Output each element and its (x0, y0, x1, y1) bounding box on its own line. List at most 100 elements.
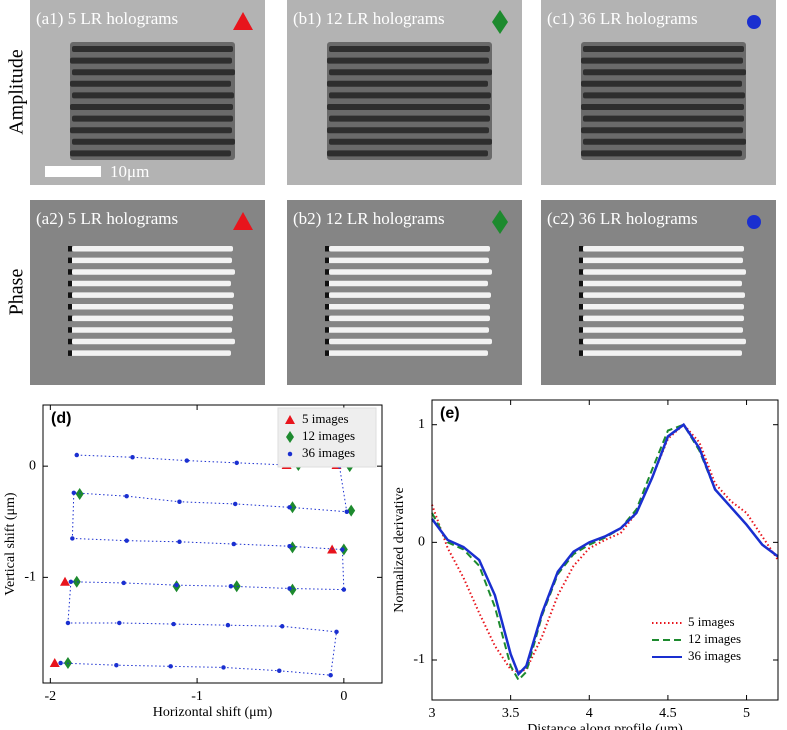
data-point (232, 580, 241, 593)
data-point (334, 629, 339, 635)
data-point (60, 576, 71, 586)
y-axis-label: Vertical shift (μm) (3, 492, 18, 595)
chart-title: (e) (440, 405, 460, 422)
data-point (177, 499, 182, 504)
x-axis-label: Horizontal shift (μm) (153, 705, 273, 720)
series-line (60, 454, 348, 676)
panel-marker (233, 12, 253, 30)
data-point (70, 536, 75, 541)
grating-bar (72, 315, 233, 322)
grating-bar (327, 80, 488, 87)
grating-edge (579, 338, 583, 345)
data-point (279, 624, 285, 629)
row-label: Phase (6, 269, 28, 316)
grating-edge (325, 257, 329, 264)
grating-edge (579, 246, 583, 252)
x-tick-label: 4 (586, 706, 593, 721)
grating-edge (579, 257, 583, 264)
scale-bar-label: 10μm (110, 162, 149, 181)
grating-edge (325, 350, 329, 356)
data-point (124, 538, 129, 543)
legend-label: 5 images (688, 614, 735, 629)
grating-bar (72, 246, 233, 252)
grating-edge (68, 257, 72, 264)
x-tick-label: 0 (340, 689, 347, 704)
grating-bar (581, 304, 744, 310)
grating-bar (583, 315, 744, 322)
grating-bar (70, 57, 232, 64)
plot-frame (42, 404, 383, 684)
grating-bar (70, 104, 233, 110)
panel-label: (b2) 12 LR holograms (293, 209, 445, 228)
grating-edge (325, 315, 329, 322)
grating-bar (583, 92, 745, 99)
grating-edge (325, 246, 329, 252)
grating-bar (583, 269, 746, 275)
data-point (228, 584, 234, 589)
data-point (74, 452, 79, 458)
data-point (233, 501, 238, 507)
grating-edge (68, 292, 72, 298)
data-point (114, 662, 119, 668)
grating-bar (70, 327, 232, 333)
series-line (430, 422, 779, 677)
grating-bar (70, 127, 232, 134)
legend-swatch (285, 415, 295, 424)
grating-edge (579, 280, 583, 287)
grating-edge (325, 304, 329, 310)
data-point (287, 543, 292, 549)
grating-bar (327, 304, 490, 310)
data-point (168, 664, 173, 669)
grating-bar (581, 104, 744, 110)
panel-label: (a2) 5 LR holograms (36, 209, 178, 228)
panel-label: (a1) 5 LR holograms (36, 9, 178, 28)
data-point (184, 458, 190, 463)
row-label: Amplitude (6, 49, 28, 135)
legend-label: 5 images (302, 411, 349, 426)
grating-edge (325, 292, 329, 298)
data-point (72, 575, 81, 588)
grating-bar (581, 127, 743, 134)
x-tick-label: 3 (429, 706, 436, 721)
grating-bar (329, 315, 490, 322)
data-point (231, 541, 237, 547)
grating-bar (329, 269, 492, 275)
grating-bar (329, 246, 490, 252)
y-tick-label: -1 (413, 652, 425, 667)
data-point (344, 509, 350, 514)
data-point (287, 586, 292, 591)
data-point (234, 460, 239, 466)
data-point (328, 672, 333, 678)
grating-bar (581, 280, 742, 287)
panel-marker (492, 210, 508, 234)
grating-bar (72, 69, 235, 76)
grating-bar (581, 350, 742, 356)
grating-bar (581, 150, 742, 157)
grating-bar (72, 292, 234, 298)
series-line (431, 423, 779, 682)
grating-bar (72, 92, 234, 99)
grating-bar (327, 57, 489, 64)
grating-edge (68, 280, 72, 287)
plot-frame (431, 399, 779, 701)
grating-bar (327, 127, 489, 134)
grating-edge (325, 269, 329, 275)
x-tick-label: 3.5 (502, 706, 520, 721)
grating-bar (70, 304, 233, 310)
x-axis-label: Distance along profile (μm) (527, 722, 683, 730)
grating-bar (72, 138, 235, 145)
grating-edge (68, 315, 72, 322)
data-point (75, 487, 84, 500)
grating-edge (68, 269, 72, 275)
grating-edge (68, 327, 72, 333)
grating-bar (327, 280, 488, 287)
grating-bar (72, 269, 235, 275)
grating-bar (72, 115, 233, 122)
grating-edge (325, 280, 329, 287)
data-point (124, 493, 129, 499)
data-point (174, 582, 179, 588)
panel-label: (c1) 36 LR holograms (547, 9, 698, 28)
grating-bar (583, 246, 744, 252)
data-point (340, 547, 345, 552)
panel-marker (233, 212, 253, 230)
